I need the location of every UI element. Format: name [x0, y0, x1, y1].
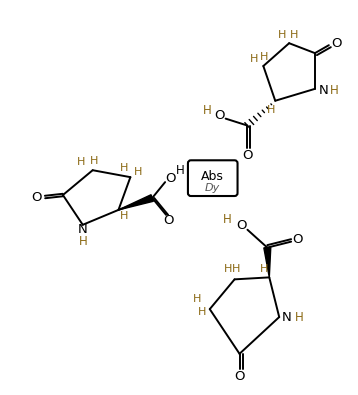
Text: H: H — [260, 264, 268, 275]
Text: H: H — [193, 294, 201, 304]
Text: O: O — [31, 190, 42, 203]
Text: H: H — [250, 54, 258, 64]
Text: Abs: Abs — [201, 170, 224, 182]
Text: H: H — [176, 164, 184, 177]
Text: H: H — [120, 163, 129, 173]
Text: Dy: Dy — [205, 183, 221, 193]
Text: N: N — [78, 223, 88, 236]
Text: H: H — [223, 264, 232, 275]
Polygon shape — [264, 247, 271, 277]
Text: H: H — [232, 264, 241, 275]
Text: O: O — [236, 219, 247, 232]
Text: H: H — [260, 52, 268, 62]
Text: H: H — [90, 156, 98, 166]
Text: O: O — [163, 214, 173, 227]
Text: O: O — [332, 37, 342, 50]
Text: H: H — [198, 307, 206, 317]
Polygon shape — [118, 195, 153, 210]
Text: H: H — [78, 235, 87, 248]
Text: O: O — [214, 109, 225, 122]
Text: H: H — [134, 167, 142, 177]
Text: O: O — [234, 370, 245, 383]
Text: H: H — [329, 85, 338, 97]
Text: N: N — [319, 85, 329, 97]
FancyBboxPatch shape — [188, 160, 238, 196]
Text: O: O — [165, 172, 175, 184]
Text: H: H — [77, 157, 85, 167]
Text: H: H — [223, 213, 232, 226]
Text: H: H — [278, 30, 286, 40]
Text: N: N — [281, 310, 291, 324]
Text: H: H — [267, 105, 275, 115]
Text: H: H — [290, 30, 298, 40]
Text: H: H — [120, 211, 129, 221]
Text: H: H — [202, 104, 211, 117]
Text: O: O — [292, 233, 302, 246]
Text: H: H — [295, 310, 304, 324]
Text: O: O — [242, 149, 253, 162]
